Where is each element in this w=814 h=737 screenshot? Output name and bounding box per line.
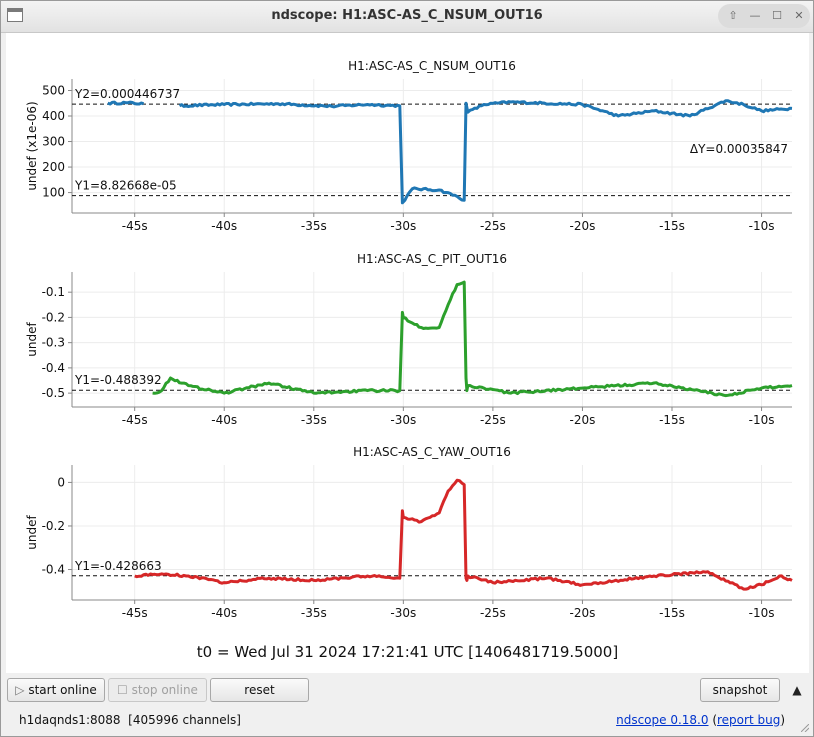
report-bug-link[interactable]: report bug: [717, 713, 781, 727]
y-axis-label: undef (x1e-06): [25, 101, 39, 190]
y-tick-label: -0.2: [42, 310, 65, 324]
maximize-icon[interactable]: ☐: [772, 9, 782, 22]
stop-online-label: stop online: [131, 683, 198, 697]
report-suffix: ): [780, 713, 785, 727]
expand-controls-icon[interactable]: ▲: [792, 683, 802, 697]
y-tick-label: 400: [42, 109, 65, 123]
trace-line: [152, 280, 793, 398]
trace-line: [107, 99, 793, 205]
resize-grip-icon[interactable]: [801, 724, 809, 732]
delta-y-label: ΔY=0.00035847: [690, 142, 788, 156]
start-online-button[interactable]: ▷ start online: [7, 678, 105, 702]
version-link[interactable]: ndscope 0.18.0: [616, 713, 709, 727]
x-tick-label: -25s: [480, 219, 506, 233]
y-tick-label: 500: [42, 83, 65, 97]
x-tick-label: -40s: [211, 219, 237, 233]
y-axis-label: undef: [25, 322, 39, 357]
x-tick-label: -25s: [480, 606, 506, 620]
y-tick-label: -0.4: [42, 563, 65, 577]
y-tick-label: -0.4: [42, 361, 65, 375]
y-tick-label: 100: [42, 186, 65, 200]
y-axis-label: undef: [25, 515, 39, 550]
close-icon[interactable]: ✕: [794, 9, 804, 22]
stop-online-button[interactable]: ☐ stop online: [108, 678, 207, 702]
x-tick-label: -30s: [390, 413, 416, 427]
x-tick-label: -10s: [749, 413, 775, 427]
cursor-label: Y1=8.82668e-05: [74, 179, 177, 193]
y-tick-label: -0.5: [42, 386, 65, 400]
x-tick-label: -45s: [122, 413, 148, 427]
trace-line: [134, 478, 793, 591]
x-tick-label: -35s: [301, 413, 327, 427]
y-tick-label: -0.3: [42, 336, 65, 350]
y-tick-label: 0: [57, 475, 65, 489]
window-controls: [718, 4, 810, 28]
x-tick-label: -20s: [570, 219, 596, 233]
x-tick-label: -10s: [749, 606, 775, 620]
cursor-label: Y1=-0.488392: [74, 373, 162, 387]
plot-title: H1:ASC-AS_C_YAW_OUT16: [353, 445, 511, 459]
x-tick-label: -15s: [659, 413, 685, 427]
plot-title: H1:ASC-AS_C_NSUM_OUT16: [348, 59, 516, 73]
y-tick-label: -0.1: [42, 285, 65, 299]
x-tick-label: -35s: [301, 606, 327, 620]
x-tick-label: -15s: [659, 606, 685, 620]
x-tick-label: -40s: [211, 413, 237, 427]
window-title: ndscope: H1:ASC-AS_C_NSUM_OUT16: [271, 8, 543, 23]
title-bar[interactable]: ndscope: H1:ASC-AS_C_NSUM_OUT16 ⇧ — ☐ ✕: [1, 1, 813, 33]
minimize-icon[interactable]: —: [749, 9, 761, 22]
x-tick-label: -40s: [211, 606, 237, 620]
x-tick-label: -20s: [570, 606, 596, 620]
channel-count: [405996 channels]: [128, 713, 241, 727]
x-tick-label: -20s: [570, 413, 596, 427]
stop-icon: ☐: [117, 683, 132, 697]
y-tick-label: -0.2: [42, 519, 65, 533]
x-tick-label: -30s: [390, 606, 416, 620]
server-address: h1daqnds1:8088: [19, 713, 121, 727]
y-tick-label: 300: [42, 135, 65, 149]
reset-button[interactable]: reset: [210, 678, 309, 702]
x-tick-label: -35s: [301, 219, 327, 233]
plot-area[interactable]: H1:ASC-AS_C_NSUM_OUT16 500 400 300 200 100 -45…: [6, 33, 809, 673]
report-prefix: (: [708, 713, 717, 727]
shade-up-icon[interactable]: ⇧: [728, 9, 738, 22]
status-version: ndscope 0.18.0 (report bug): [616, 713, 785, 727]
start-online-label: start online: [28, 683, 97, 697]
x-tick-label: -30s: [390, 219, 416, 233]
cursor-label: Y2=0.000446737: [74, 87, 180, 101]
y-tick-label: 200: [42, 160, 65, 174]
x-tick-label: -45s: [122, 219, 148, 233]
plot-title: H1:ASC-AS_C_PIT_OUT16: [357, 252, 507, 266]
t0-label: t0 = Wed Jul 31 2024 17:21:41 UTC [14064…: [196, 643, 619, 661]
app-window-icon: [7, 8, 23, 22]
status-server: h1daqnds1:8088 [405996 channels]: [19, 713, 241, 727]
x-tick-label: -25s: [480, 413, 506, 427]
plots-svg[interactable]: H1:ASC-AS_C_NSUM_OUT16 500 400 300 200 100 -45…: [6, 33, 809, 638]
x-tick-label: -45s: [122, 606, 148, 620]
cursor-label: Y1=-0.428663: [74, 559, 162, 573]
play-icon: ▷: [15, 683, 29, 697]
x-tick-label: -10s: [749, 219, 775, 233]
x-tick-label: -15s: [659, 219, 685, 233]
snapshot-button[interactable]: snapshot: [700, 678, 780, 702]
